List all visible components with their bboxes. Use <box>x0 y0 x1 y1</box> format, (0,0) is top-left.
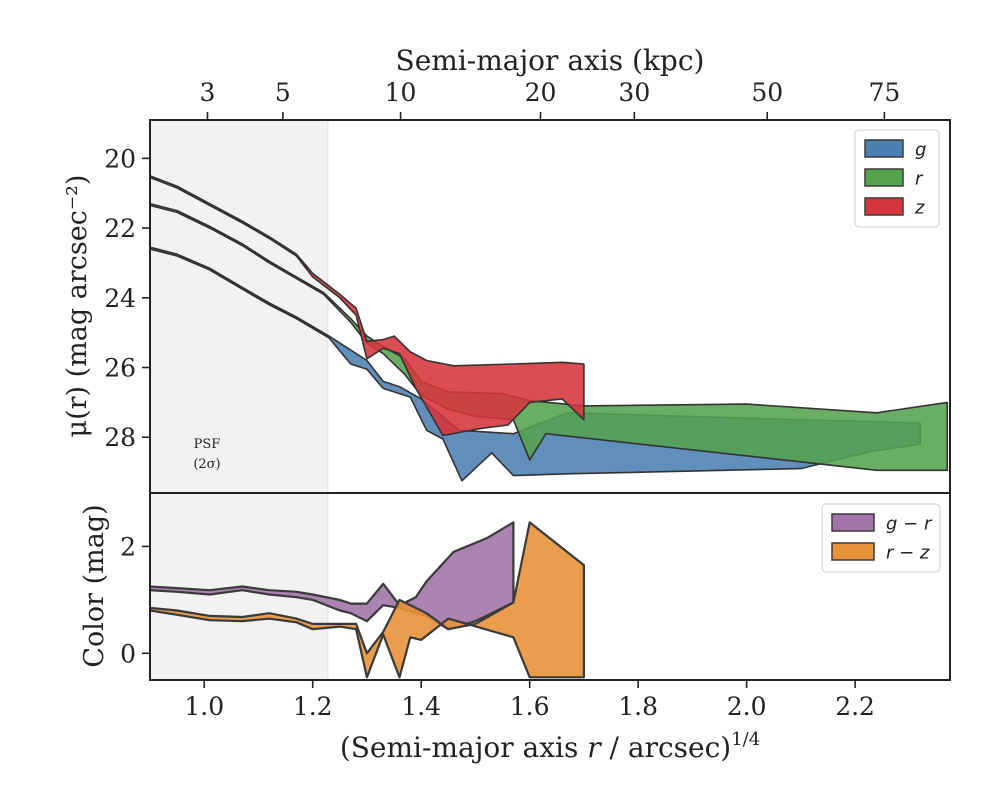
y-tick-label: 24 <box>104 284 136 313</box>
top-panel-ylabel: μ(r) (mag arcsec⁻²) <box>62 175 93 438</box>
x-tick-label: 2.2 <box>835 692 875 721</box>
y-tick-label: 22 <box>104 214 136 243</box>
y-tick-label: 2 <box>120 532 136 561</box>
band-r <box>151 203 949 472</box>
x-tick-label: 1.0 <box>184 692 224 721</box>
top-panel-bands <box>151 175 949 482</box>
legend-label: z <box>914 198 925 219</box>
psf-label-sigma: (2σ) <box>193 457 220 472</box>
legend-swatch <box>831 542 875 561</box>
bottom-panel-bands <box>151 521 585 679</box>
legend-swatch <box>864 197 904 216</box>
y-tick-label: 20 <box>104 144 136 173</box>
y-tick-label: 26 <box>104 354 136 383</box>
legend-label: g <box>915 140 926 161</box>
y-tick-label: 28 <box>104 423 136 452</box>
legend-swatch <box>864 168 904 187</box>
top-x-tick-label: 5 <box>275 78 291 107</box>
axis-ticks: 20 22 24 26 28 0 2 1.0 1.2 1.4 1.6 1.8 2.0 2.2 3 5 10 20 3… <box>104 78 900 721</box>
band-color <box>151 521 515 631</box>
legend-swatch <box>831 513 875 532</box>
x-axis-label: (Semi-major axis r / arcsec)1/4 <box>340 729 760 764</box>
legend-label: r <box>915 169 924 190</box>
bottom-panel-frame <box>149 492 951 681</box>
x-tick-label: 1.2 <box>293 692 333 721</box>
top-x-tick-label: 50 <box>751 78 783 107</box>
top-x-tick-label: 3 <box>200 78 216 107</box>
top-x-tick-label: 75 <box>868 78 900 107</box>
bottom-panel-ylabel: Color (mag) <box>79 504 110 667</box>
legend-label: r − z <box>886 543 930 564</box>
x-tick-label: 1.6 <box>510 692 550 721</box>
legend-top: grz <box>854 129 940 228</box>
top-x-tick-label: 30 <box>618 78 650 107</box>
legend-bottom: g − r r − z <box>821 503 941 573</box>
band-z <box>151 175 585 437</box>
y-tick-label: 0 <box>120 639 136 668</box>
legend-swatch <box>864 139 904 158</box>
top-x-tick-label: 20 <box>525 78 557 107</box>
top-axis-label: Semi-major axis (kpc) <box>396 44 705 77</box>
x-tick-label: 1.4 <box>401 692 441 721</box>
band-color <box>151 521 585 679</box>
psf-band-top <box>149 119 329 494</box>
psf-label: PSF <box>194 437 221 452</box>
x-tick-label: 1.8 <box>618 692 658 721</box>
top-x-tick-label: 10 <box>385 78 417 107</box>
x-tick-label: 2.0 <box>727 692 767 721</box>
legend-label: g − r <box>886 514 933 535</box>
